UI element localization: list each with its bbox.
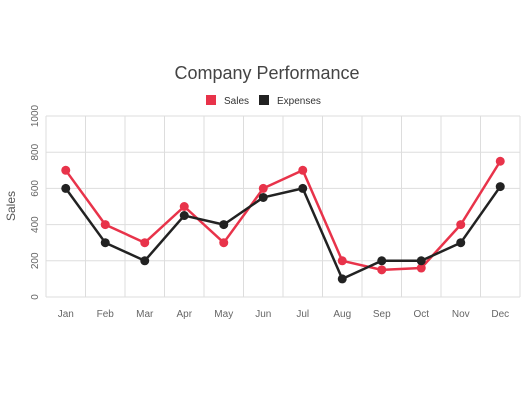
data-point-expenses[interactable] xyxy=(495,182,505,192)
data-point-expenses[interactable] xyxy=(337,274,347,284)
x-tick-label: Jun xyxy=(255,309,271,320)
data-point-expenses[interactable] xyxy=(100,238,110,248)
series-line-expenses xyxy=(64,185,502,281)
y-tick-label: 0 xyxy=(30,294,41,300)
legend: Sales Expenses xyxy=(206,95,321,107)
data-point-expenses[interactable] xyxy=(298,183,308,193)
x-axis-ticks: Jan Feb Mar Apr May Jun Jul Aug Sep Oct Nov Dec xyxy=(58,309,509,320)
data-point-sales[interactable] xyxy=(258,183,268,193)
x-tick-label: Jan xyxy=(58,309,74,320)
data-point-expenses[interactable] xyxy=(258,192,268,202)
data-point-expenses[interactable] xyxy=(61,183,71,193)
x-tick-label: Mar xyxy=(136,309,154,320)
x-tick-label: Oct xyxy=(413,309,429,320)
data-point-expenses[interactable] xyxy=(179,211,189,221)
data-point-sales[interactable] xyxy=(337,256,347,266)
data-point-sales[interactable] xyxy=(61,165,71,175)
series-layer xyxy=(61,156,505,284)
data-point-sales[interactable] xyxy=(100,220,110,230)
data-point-expenses[interactable] xyxy=(377,256,387,266)
legend-label-sales: Sales xyxy=(224,96,249,107)
legend-swatch-sales xyxy=(206,95,216,105)
y-tick-label: 800 xyxy=(30,143,41,160)
data-point-sales[interactable] xyxy=(456,220,466,230)
data-point-sales[interactable] xyxy=(495,156,505,166)
data-point-expenses[interactable] xyxy=(219,220,229,230)
y-tick-label: 200 xyxy=(30,252,41,269)
data-point-expenses[interactable] xyxy=(140,256,150,266)
legend-swatch-expenses xyxy=(259,95,269,105)
y-tick-label: 1000 xyxy=(30,104,41,127)
x-tick-label: May xyxy=(214,309,233,320)
data-point-expenses[interactable] xyxy=(456,238,466,248)
x-tick-label: Apr xyxy=(176,309,192,320)
x-tick-label: Sep xyxy=(373,309,391,320)
y-axis-ticks: 0 200 400 600 800 1000 xyxy=(30,104,41,299)
data-point-sales[interactable] xyxy=(377,265,387,275)
x-tick-label: Feb xyxy=(97,309,115,320)
legend-label-expenses: Expenses xyxy=(277,96,321,107)
data-point-sales[interactable] xyxy=(140,238,150,248)
y-tick-label: 600 xyxy=(30,180,41,197)
series-line-sales xyxy=(64,160,502,272)
y-axis-label: Sales xyxy=(4,191,18,221)
data-point-sales[interactable] xyxy=(219,238,229,248)
x-tick-label: Aug xyxy=(333,309,351,320)
data-point-sales[interactable] xyxy=(179,202,189,211)
data-point-expenses[interactable] xyxy=(416,256,426,266)
data-point-sales[interactable] xyxy=(416,263,426,273)
grid xyxy=(45,115,521,298)
x-tick-label: Jul xyxy=(296,309,309,320)
x-tick-label: Dec xyxy=(491,309,509,320)
data-point-sales[interactable] xyxy=(298,165,308,175)
x-tick-label: Nov xyxy=(452,309,470,320)
y-tick-label: 400 xyxy=(30,216,41,233)
chart-title: Company Performance xyxy=(174,63,359,83)
